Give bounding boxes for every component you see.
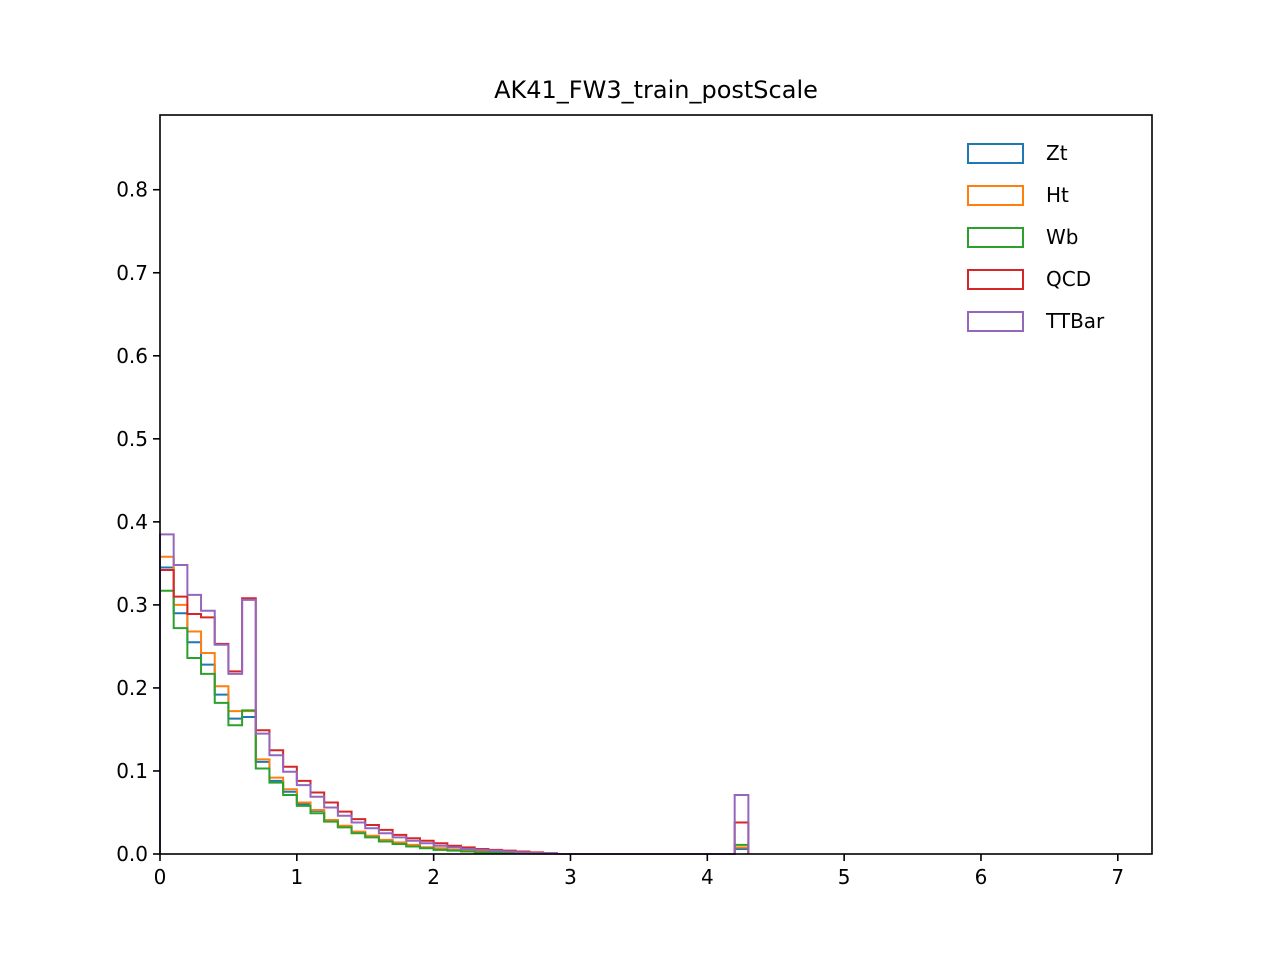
x-tick-label: 2 (427, 865, 440, 889)
legend-label-ht: Ht (1046, 183, 1069, 207)
plot-frame (159, 114, 1153, 855)
legend-label-zt: Zt (1046, 141, 1068, 165)
legend-swatch-zt (967, 143, 1024, 164)
legend-label-qcd: QCD (1046, 267, 1091, 291)
x-tick-label: 6 (975, 865, 988, 889)
x-tick-label: 3 (564, 865, 577, 889)
x-tick-label: 5 (838, 865, 851, 889)
y-tick-label: 0.3 (116, 593, 148, 617)
chart-title: AK41_FW3_train_postScale (494, 76, 818, 104)
x-tick-label: 0 (154, 865, 167, 889)
x-axis: 0 1 2 3 4 5 6 7 (154, 854, 1124, 889)
y-tick-label: 0.8 (116, 178, 148, 202)
y-tick-label: 0.1 (116, 759, 148, 783)
legend-label-ttbar: TTBar (1045, 309, 1105, 333)
y-tick-label: 0.5 (116, 427, 148, 451)
legend-swatch-qcd (967, 269, 1024, 290)
legend-label-wb: Wb (1046, 225, 1078, 249)
x-tick-label: 7 (1111, 865, 1124, 889)
legend-swatch-ttbar (967, 311, 1024, 332)
x-tick-label: 1 (290, 865, 303, 889)
legend-swatch-ht (967, 185, 1024, 206)
legend: Zt Ht Wb QCD TTBar (967, 141, 1105, 333)
x-tick-label: 4 (701, 865, 714, 889)
y-tick-label: 0.2 (116, 676, 148, 700)
legend-swatch-wb (967, 227, 1024, 248)
y-tick-label: 0.4 (116, 510, 148, 534)
y-tick-label: 0.7 (116, 261, 148, 285)
y-tick-label: 0.6 (116, 344, 148, 368)
y-tick-label: 0.0 (116, 842, 148, 866)
y-axis: 0.0 0.1 0.2 0.3 0.4 0.5 0.6 0.7 0.8 (116, 178, 160, 866)
